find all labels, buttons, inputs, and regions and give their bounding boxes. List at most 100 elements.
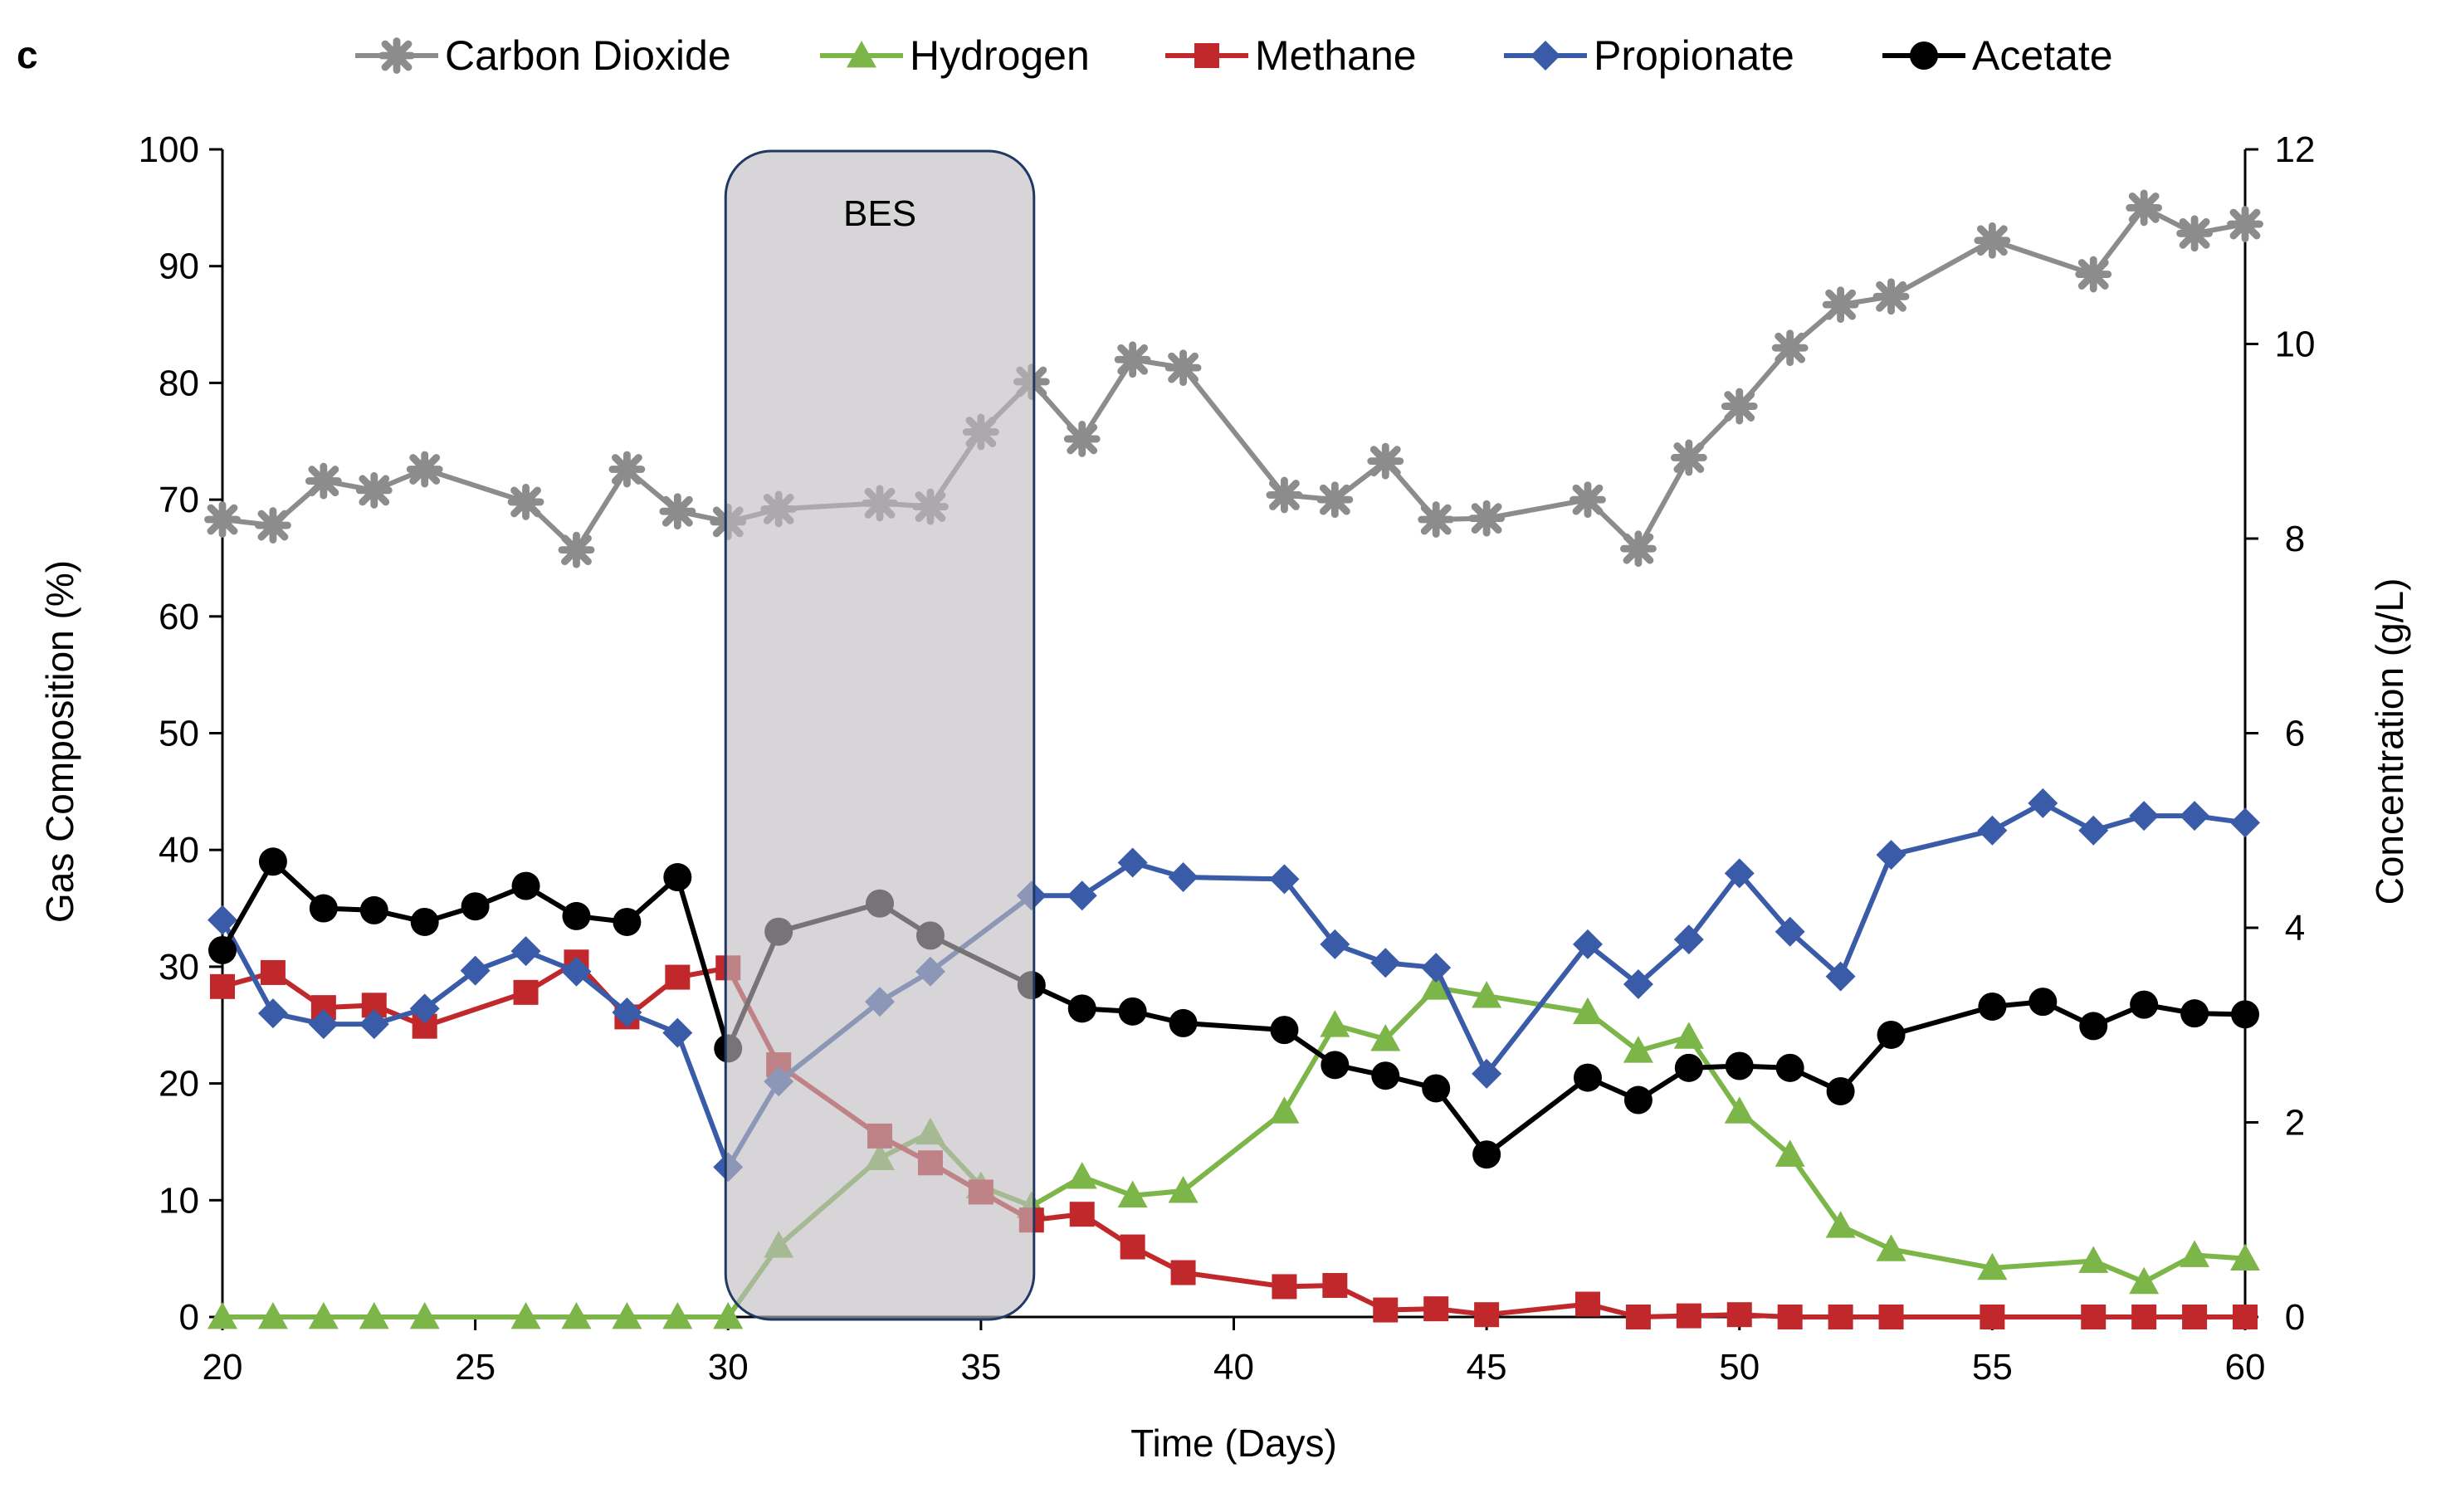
legend: Carbon Dioxide Hydrogen Methane Propionate A… <box>355 32 2113 79</box>
legend-marker-carbon-dioxide <box>378 37 415 74</box>
cross-mark-path <box>1316 481 1354 519</box>
cross-mark-path <box>355 471 393 509</box>
point-acetate <box>613 907 642 936</box>
point-methane <box>2233 1305 2258 1329</box>
point-propionate <box>612 997 642 1028</box>
cross-mark-path <box>507 484 544 520</box>
point-hydrogen <box>359 1302 389 1329</box>
point-propionate <box>2028 788 2058 818</box>
legend-item-acetate: Acetate <box>1882 32 2113 79</box>
y-axis-title-right: Concentration (g/L) <box>2368 578 2411 905</box>
cross-mark-path <box>1114 341 1151 378</box>
point-acetate <box>1321 1051 1350 1080</box>
y-tick-label-left: 30 <box>159 947 199 988</box>
y-tick-label-right: 6 <box>2285 714 2305 754</box>
cross-mark-path <box>2227 206 2263 242</box>
point-acetate <box>663 863 692 892</box>
legend-marker-hydrogen <box>847 41 876 68</box>
point-carbon-dioxide <box>2126 189 2163 227</box>
cross-mark-path <box>659 493 696 530</box>
point-carbon-dioxide <box>2075 256 2112 293</box>
point-carbon-dioxide <box>558 531 595 568</box>
point-carbon-dioxide <box>1721 388 1758 425</box>
point-carbon-dioxide <box>1266 476 1303 514</box>
point-carbon-dioxide <box>1316 481 1354 519</box>
x-tick-label: 20 <box>203 1347 243 1388</box>
point-propionate <box>1623 969 1653 1000</box>
point-propionate <box>1320 929 1350 959</box>
point-propionate <box>1572 929 1603 959</box>
series-line-methane <box>222 959 2245 1319</box>
cross-mark-path <box>1721 388 1758 425</box>
legend-label-carbon-dioxide: Carbon Dioxide <box>445 32 731 79</box>
cross-mark-path <box>2075 256 2112 293</box>
point-hydrogen <box>1472 981 1502 1008</box>
point-propionate <box>308 1009 339 1040</box>
legend-item-propionate: Propionate <box>1504 32 1794 79</box>
point-carbon-dioxide <box>2176 215 2213 252</box>
point-acetate <box>1169 1008 1198 1037</box>
point-methane <box>1170 1260 1196 1285</box>
cross-mark-path <box>1872 278 1910 315</box>
bes-box <box>724 149 1036 1321</box>
point-propionate <box>1977 815 2008 846</box>
point-hydrogen <box>1623 1036 1653 1063</box>
series-line-hydrogen <box>222 985 2246 1319</box>
point-methane <box>1574 1291 1600 1317</box>
point-methane <box>1373 1297 1399 1323</box>
point-acetate <box>461 892 490 921</box>
point-acetate <box>1674 1053 1703 1082</box>
point-propionate <box>1117 847 1148 878</box>
point-propionate <box>1673 924 1704 955</box>
x-axis-title: Time (Days) <box>1130 1422 1337 1465</box>
point-propionate <box>2078 815 2109 846</box>
point-carbon-dioxide <box>1872 278 1910 315</box>
cross-mark-path <box>1771 329 1809 367</box>
point-hydrogen <box>510 1302 541 1329</box>
y-tick-label-right: 12 <box>2275 129 2316 170</box>
point-methane <box>1120 1234 1145 1260</box>
point-acetate <box>1978 992 2007 1021</box>
cross-mark-path <box>204 501 241 538</box>
point-acetate <box>511 871 540 900</box>
y-tick-label-left: 40 <box>159 830 199 871</box>
point-methane <box>1625 1305 1651 1329</box>
legend-item-hydrogen: Hydrogen <box>820 32 1090 79</box>
point-acetate <box>359 895 388 924</box>
bes-label: BES <box>843 193 916 234</box>
cross-mark-path <box>1418 501 1455 538</box>
cross-mark-path <box>558 531 595 568</box>
point-acetate <box>2079 1012 2108 1041</box>
point-hydrogen <box>2180 1240 2210 1267</box>
point-propionate <box>662 1017 693 1048</box>
point-acetate <box>1725 1051 1754 1080</box>
point-carbon-dioxide <box>406 451 443 488</box>
x-tick-label: 60 <box>2225 1347 2266 1388</box>
legend-label-hydrogen: Hydrogen <box>910 32 1090 79</box>
y-axis-title-left: Gas Composition (%) <box>38 560 81 923</box>
y-tick-label-left: 20 <box>159 1064 199 1105</box>
point-propionate <box>1775 916 1805 947</box>
point-acetate <box>1067 994 1096 1023</box>
point-propionate <box>1825 961 1856 992</box>
point-propionate <box>2230 807 2260 838</box>
point-methane <box>260 959 286 985</box>
point-carbon-dioxide <box>507 484 544 520</box>
legend-item-carbon-dioxide: Carbon Dioxide <box>355 32 731 79</box>
point-carbon-dioxide <box>1619 530 1657 568</box>
point-propionate <box>2129 801 2160 832</box>
legend-marker-methane <box>1194 43 1219 68</box>
y-tick-label-left: 50 <box>159 714 199 754</box>
point-carbon-dioxide <box>1822 286 1859 324</box>
point-propionate <box>1370 948 1401 978</box>
point-hydrogen <box>1673 1022 1704 1049</box>
cross-mark-path <box>1822 286 1859 324</box>
point-carbon-dioxide <box>2227 206 2263 242</box>
point-acetate <box>1775 1053 1804 1082</box>
cross-mark-path <box>1570 481 1606 519</box>
y-tick-label-right: 0 <box>2285 1297 2305 1338</box>
point-propionate <box>1876 840 1906 871</box>
point-hydrogen <box>1775 1139 1805 1167</box>
point-hydrogen <box>1421 973 1452 1000</box>
